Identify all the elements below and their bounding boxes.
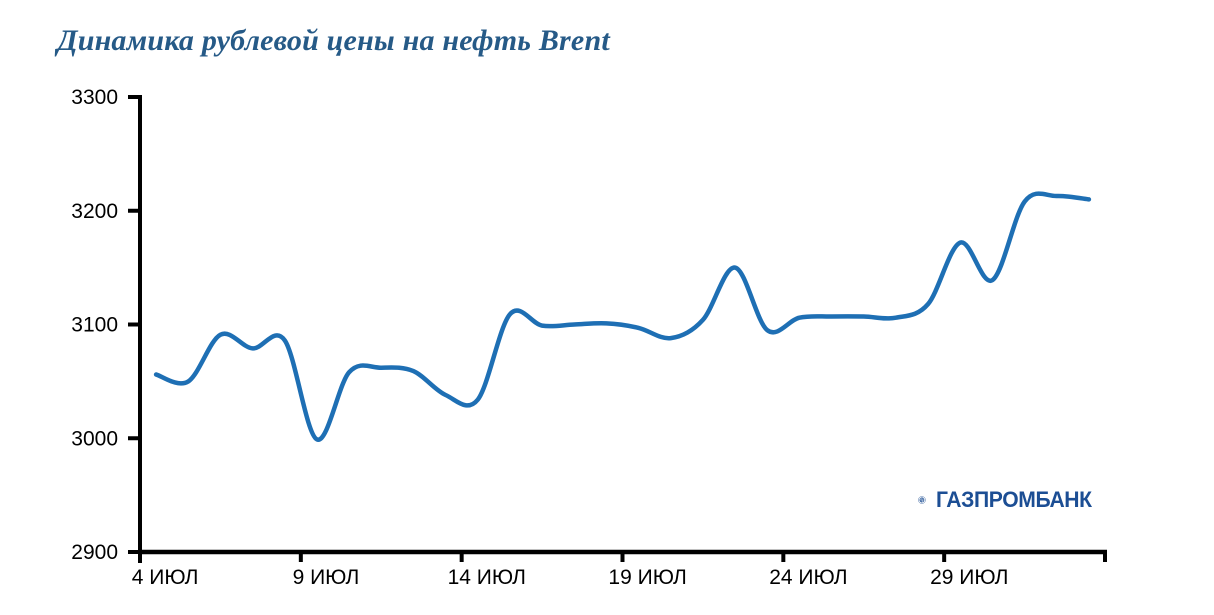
x-tick-label: 14 ИЮЛ <box>448 566 526 589</box>
y-tick-label: 2900 <box>71 541 118 564</box>
x-tick-label: 19 ИЮЛ <box>608 566 686 589</box>
x-tick-label: 24 ИЮЛ <box>769 566 847 589</box>
y-tick-label: 3200 <box>71 200 118 223</box>
globe-sphere-icon <box>918 496 926 504</box>
y-tick-label: 3300 <box>71 86 118 109</box>
x-tick-label: 9 ИЮЛ <box>293 566 360 589</box>
y-tick-label: 3000 <box>71 427 118 450</box>
price-series-line <box>153 191 1092 442</box>
x-tick-label: 4 ИЮЛ <box>132 566 199 589</box>
x-tick-label: 29 ИЮЛ <box>930 566 1008 589</box>
gazprombank-wordmark: ГАЗПРОМБАНК <box>935 487 1092 512</box>
gazprombank-logo: ГАЗПРОМБАНК <box>918 477 1098 523</box>
chart-title: Динамика рублевой цены на нефть Brent <box>57 24 610 57</box>
y-tick-label: 3100 <box>71 314 118 337</box>
